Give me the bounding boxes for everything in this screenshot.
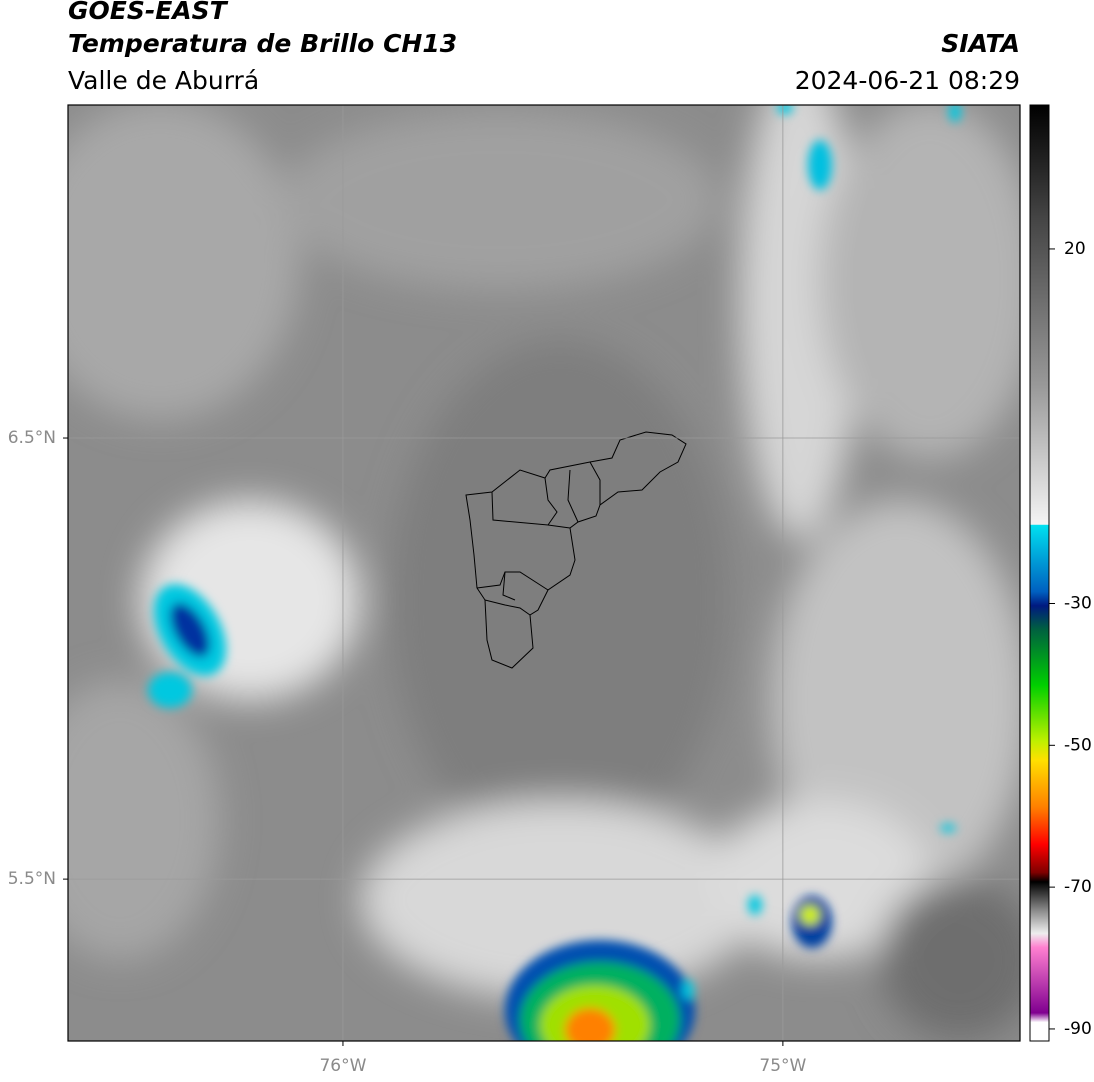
- y-tick-label: 5.5°N: [8, 869, 56, 889]
- title: GOES-EAST: [68, 0, 229, 25]
- colorbar-tick-label: -70: [1064, 877, 1092, 897]
- colorbar-tick-label: 20: [1064, 239, 1086, 259]
- satellite-image: [68, 105, 1020, 1041]
- subtitle: Temperatura de Brillo CH13: [68, 29, 457, 58]
- x-tick-label: 75°W: [759, 1056, 806, 1076]
- grid: [68, 105, 1020, 1041]
- map-frame: [67, 104, 1021, 1042]
- basin-outline: [465, 431, 687, 669]
- timestamp: 2024-06-21 08:29: [795, 66, 1020, 95]
- region: Valle de Aburrá: [68, 66, 259, 95]
- source: SIATA: [941, 29, 1020, 58]
- y-tick-label: 6.5°N: [8, 428, 56, 448]
- colorbar-tick-label: -50: [1064, 735, 1092, 755]
- x-tick-label: 76°W: [319, 1056, 366, 1076]
- colorbar: [1029, 104, 1050, 1042]
- colorbar-tick-label: -90: [1064, 1019, 1092, 1039]
- colorbar-tick-label: -30: [1064, 593, 1092, 613]
